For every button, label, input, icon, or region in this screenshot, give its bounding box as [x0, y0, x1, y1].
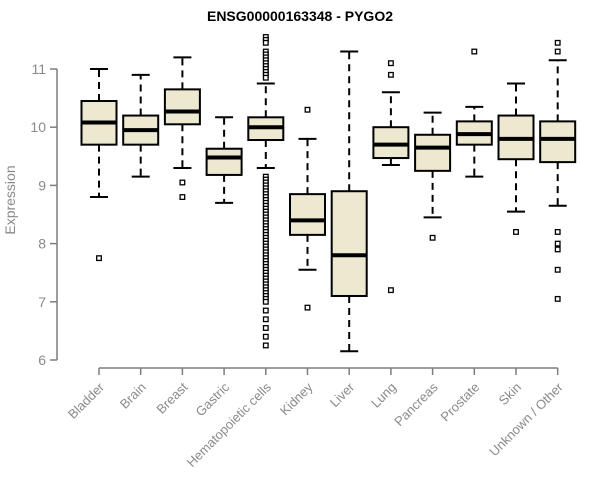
x-category-label: Skin	[496, 380, 524, 408]
outlier-hematopoietic-cells	[262, 342, 269, 349]
outlier-bladder	[96, 255, 102, 262]
outlier-lung	[387, 287, 394, 294]
outlier-unknown-other	[554, 246, 561, 253]
outlier-unknown-other	[554, 266, 561, 273]
box-liver	[330, 190, 368, 297]
outlier-unknown-other	[554, 39, 561, 46]
outlier-pancreas	[429, 234, 436, 241]
outlier-hematopoietic-cells	[262, 39, 269, 46]
outlier-prostate	[471, 48, 478, 55]
outlier-hematopoietic-cells	[262, 316, 269, 323]
y-tick-label: 9	[38, 177, 46, 193]
outlier-hematopoietic-cells	[262, 307, 269, 314]
outlier-unknown-other	[554, 240, 561, 247]
outlier-kidney	[304, 106, 311, 113]
x-category-label: Liver	[327, 379, 358, 410]
y-tick-label: 7	[38, 294, 46, 310]
x-category-label: Breast	[153, 379, 190, 416]
outlier-hematopoietic-cells	[262, 298, 269, 305]
outlier-skin	[513, 229, 519, 235]
x-category-label: Kidney	[277, 379, 316, 418]
x-category-label: Gastric	[193, 379, 233, 419]
chart-title: ENSG00000163348 - PYGO2	[206, 8, 393, 24]
outlier-breast	[179, 179, 186, 186]
y-tick-label: 6	[38, 352, 46, 368]
outlier-hematopoietic-cells	[262, 333, 269, 340]
outlier-kidney	[304, 304, 311, 311]
outlier-lung	[387, 60, 394, 67]
box-gastric	[205, 147, 243, 176]
outlier-unknown-other	[554, 48, 561, 55]
outlier-hematopoietic-cells	[262, 325, 269, 331]
outlier-lung	[387, 71, 394, 78]
x-category-label: Pancreas	[391, 379, 441, 429]
outlier-unknown-other	[554, 295, 561, 302]
outlier-hematopoietic-cells	[262, 74, 269, 81]
y-tick-label: 8	[38, 236, 46, 252]
box-lung	[372, 126, 410, 160]
outlier-breast	[179, 194, 186, 200]
x-category-label: Prostate	[438, 380, 483, 425]
outlier-unknown-other	[554, 229, 561, 235]
box-pancreas	[414, 133, 452, 172]
y-tick-label: 10	[30, 119, 46, 135]
box-kidney	[289, 193, 326, 236]
y-tick-label: 11	[31, 61, 46, 77]
x-category-label: Brain	[117, 380, 149, 412]
box-unknown-other	[539, 120, 577, 164]
x-category-label: Lung	[368, 380, 399, 411]
x-category-label: Unknown / Other	[486, 379, 566, 459]
x-category-label: Bladder	[65, 379, 108, 422]
box-breast	[163, 88, 201, 126]
